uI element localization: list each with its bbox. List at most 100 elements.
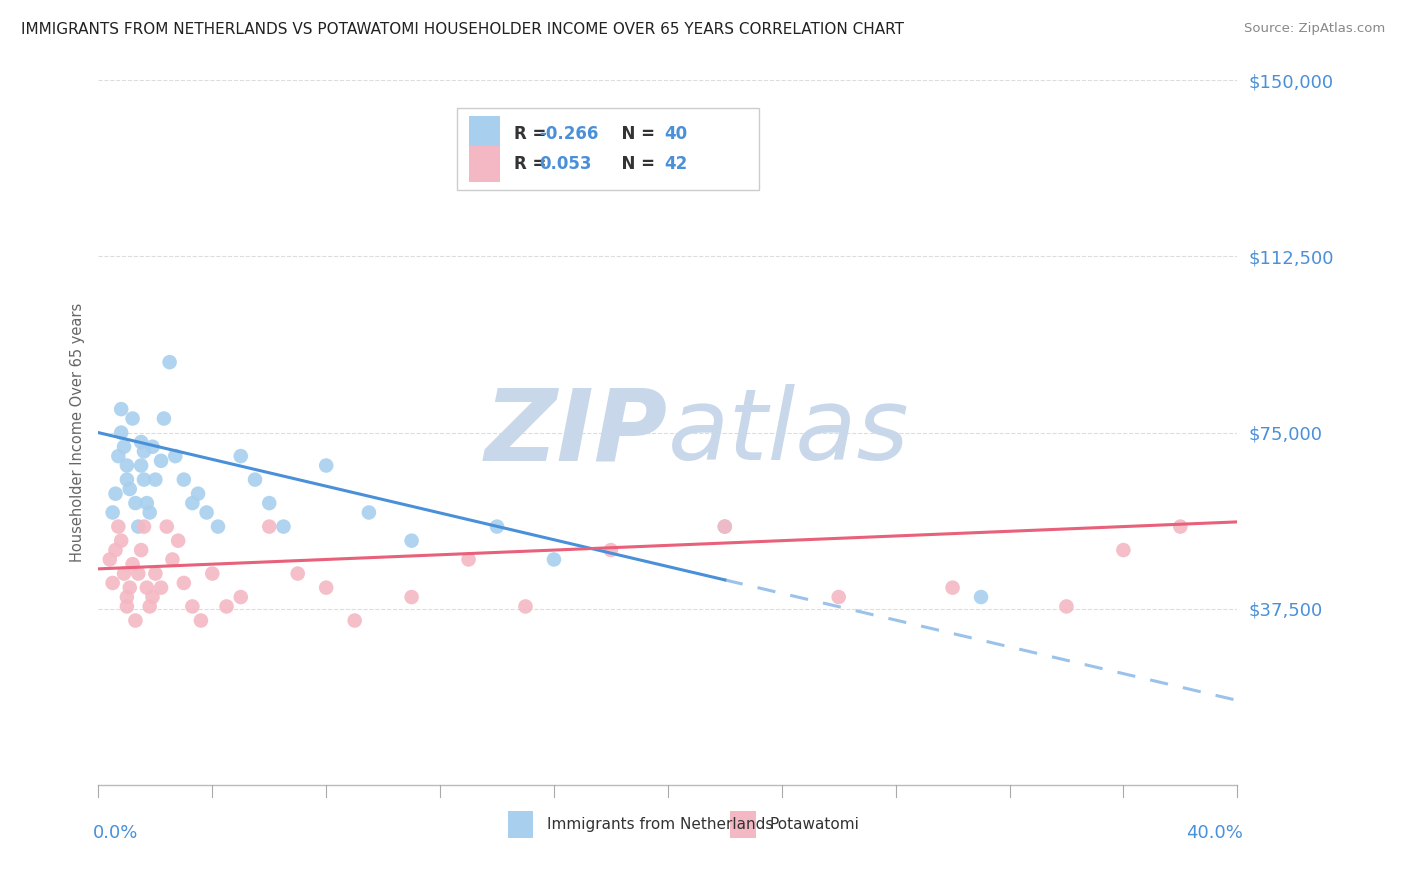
Point	[190, 614, 212, 628]
Point	[357, 506, 380, 520]
Point	[121, 557, 143, 571]
Point	[401, 533, 423, 548]
Point	[110, 402, 132, 417]
Point	[187, 486, 209, 500]
Point	[127, 519, 149, 533]
Point	[135, 581, 157, 595]
Point	[201, 566, 224, 581]
Point	[159, 355, 181, 369]
Point	[259, 496, 281, 510]
Point	[112, 566, 135, 581]
Text: atlas: atlas	[668, 384, 910, 481]
Point	[141, 590, 163, 604]
Point	[115, 599, 138, 614]
Point	[343, 614, 366, 628]
Point	[110, 533, 132, 548]
Point	[150, 454, 173, 468]
Text: 40.0%: 40.0%	[1187, 823, 1243, 842]
Point	[141, 440, 163, 454]
Text: Immigrants from Netherlands: Immigrants from Netherlands	[547, 817, 773, 832]
Point	[600, 543, 623, 558]
Point	[165, 449, 187, 463]
Point	[229, 590, 252, 604]
Point	[181, 599, 204, 614]
Point	[970, 590, 993, 604]
Point	[156, 519, 179, 533]
Point	[259, 519, 281, 533]
Point	[543, 552, 565, 566]
Text: N =: N =	[610, 125, 661, 143]
Text: -0.266: -0.266	[538, 125, 599, 143]
Point	[229, 449, 252, 463]
Text: N =: N =	[610, 155, 661, 173]
Point	[115, 590, 138, 604]
Text: Potawatomi: Potawatomi	[769, 817, 859, 832]
Point	[115, 458, 138, 473]
Point	[315, 581, 337, 595]
Text: ZIP: ZIP	[485, 384, 668, 481]
Point	[150, 581, 173, 595]
Point	[167, 533, 190, 548]
Point	[401, 590, 423, 604]
Point	[104, 486, 127, 500]
Point	[1170, 519, 1192, 533]
Point	[173, 473, 195, 487]
Point	[101, 576, 124, 591]
Text: R =: R =	[515, 155, 553, 173]
Point	[118, 581, 141, 595]
Point	[1112, 543, 1135, 558]
Point	[1056, 599, 1078, 614]
Point	[107, 449, 129, 463]
Point	[207, 519, 229, 533]
Text: IMMIGRANTS FROM NETHERLANDS VS POTAWATOMI HOUSEHOLDER INCOME OVER 65 YEARS CORRE: IMMIGRANTS FROM NETHERLANDS VS POTAWATOM…	[21, 22, 904, 37]
Point	[107, 519, 129, 533]
Text: Source: ZipAtlas.com: Source: ZipAtlas.com	[1244, 22, 1385, 36]
Point	[124, 496, 146, 510]
Point	[124, 614, 146, 628]
Point	[828, 590, 851, 604]
Point	[104, 543, 127, 558]
Point	[118, 482, 141, 496]
Point	[287, 566, 309, 581]
Point	[101, 506, 124, 520]
Bar	[731, 811, 755, 838]
Point	[135, 496, 157, 510]
Point	[243, 473, 266, 487]
Point	[110, 425, 132, 440]
Point	[273, 519, 295, 533]
Point	[115, 473, 138, 487]
Point	[129, 458, 152, 473]
Text: 40: 40	[665, 125, 688, 143]
Point	[132, 473, 155, 487]
Point	[162, 552, 184, 566]
Point	[121, 411, 143, 425]
Point	[942, 581, 965, 595]
Point	[138, 506, 160, 520]
Y-axis label: Householder Income Over 65 years: Householder Income Over 65 years	[69, 303, 84, 562]
Point	[153, 411, 176, 425]
Point	[112, 440, 135, 454]
Point	[173, 576, 195, 591]
Text: 0.053: 0.053	[538, 155, 592, 173]
Bar	[509, 811, 533, 838]
Point	[98, 552, 121, 566]
Point	[457, 552, 479, 566]
Point	[127, 566, 149, 581]
Point	[138, 599, 160, 614]
Point	[515, 599, 537, 614]
Text: R =: R =	[515, 125, 553, 143]
Point	[486, 519, 509, 533]
Point	[181, 496, 204, 510]
Point	[145, 566, 167, 581]
Point	[129, 543, 152, 558]
Text: 42: 42	[665, 155, 688, 173]
Point	[145, 473, 167, 487]
FancyBboxPatch shape	[457, 109, 759, 189]
Point	[714, 519, 737, 533]
Bar	[468, 145, 501, 183]
Point	[315, 458, 337, 473]
Point	[132, 519, 155, 533]
Point	[215, 599, 238, 614]
Point	[195, 506, 218, 520]
Point	[714, 519, 737, 533]
